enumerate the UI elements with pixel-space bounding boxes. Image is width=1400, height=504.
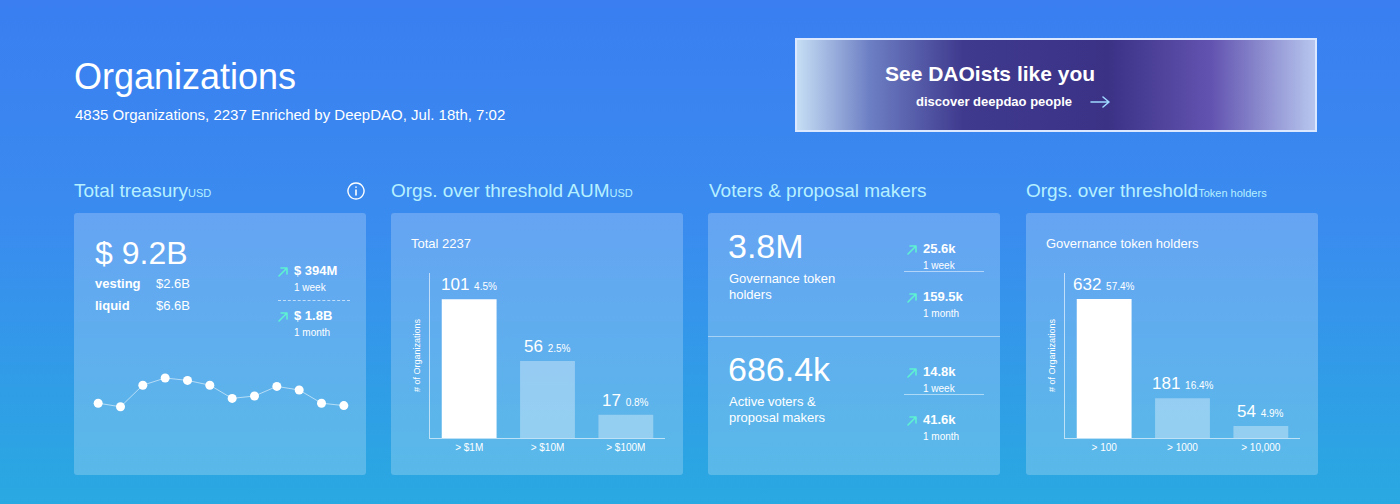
html-text:25.6k: 25.6k [923,241,956,256]
html-text:41.6k: 41.6k [923,412,956,427]
html-text:1 week: 1 week [923,383,955,394]
svg-text:# of Organizations: # of Organizations [412,318,422,392]
html-text:1 month: 1 month [923,308,960,319]
html-text:1 month: 1 month [923,431,960,442]
html-text:Organizations: Organizations [74,56,297,97]
html-text:1 week: 1 week [294,282,326,293]
svg-text:> $1M: > $1M [455,442,483,453]
html-text:$ 394M: $ 394M [294,263,338,278]
html-text:159.5k: 159.5k [923,289,963,304]
html-text:Total treasuryUSD: Total treasuryUSD [74,180,212,201]
html-text:686.4k: 686.4k [728,350,831,388]
svg-text:> 10,000: > 10,000 [1241,442,1281,453]
html-text:3.8M: 3.8M [728,227,804,265]
svg-text:Governance token holders: Governance token holders [1046,236,1199,251]
html-text:Voters & proposal makers: Voters & proposal makers [709,180,927,201]
svg-text:> $100M: > $100M [606,442,645,453]
svg-text:56 2.5%: 56 2.5% [524,337,571,356]
html-text:$ 9.2B: $ 9.2B [95,235,188,271]
svg-text:Total 2237: Total 2237 [411,236,471,251]
html-text:Active voters & proposal maker: Active voters & proposal makers [729,394,826,425]
html-text:$6.6B: $6.6B [156,298,190,313]
html-text:See DAOists like you: See DAOists like you [885,62,1096,85]
svg-text:632 57.4%: 632 57.4% [1073,275,1135,294]
svg-text:17 0.8%: 17 0.8% [602,391,649,410]
svg-text:> 100: > 100 [1092,442,1118,453]
html-text:$ 1.8B: $ 1.8B [294,308,333,323]
html-text:discover deepdao people: discover deepdao people [916,94,1072,109]
svg-text:101 4.5%: 101 4.5% [441,275,497,294]
html-text:liquid: liquid [95,298,130,313]
html-text:Orgs. over thresholdToken hold: Orgs. over thresholdToken holders [1026,180,1267,201]
svg-text:> 1000: > 1000 [1167,442,1198,453]
html-text:4835 Organizations, 2237 Enric: 4835 Organizations, 2237 Enriched by Dee… [75,106,506,123]
svg-text:# of Organizations: # of Organizations [1047,318,1057,392]
html-text:14.8k: 14.8k [923,364,956,379]
html-text:1 month: 1 month [294,327,331,338]
html-text:Governance token holders: Governance token holders [729,271,836,302]
svg-text:54 4.9%: 54 4.9% [1237,402,1284,421]
html-text:$2.6B: $2.6B [156,276,190,291]
svg-text:181 16.4%: 181 16.4% [1152,374,1214,393]
html-text:1 week: 1 week [923,260,955,271]
html-text:Orgs. over threshold AUMUSD: Orgs. over threshold AUMUSD [391,180,633,201]
svg-text:> $10M: > $10M [531,442,565,453]
html-text:vesting: vesting [95,276,141,291]
